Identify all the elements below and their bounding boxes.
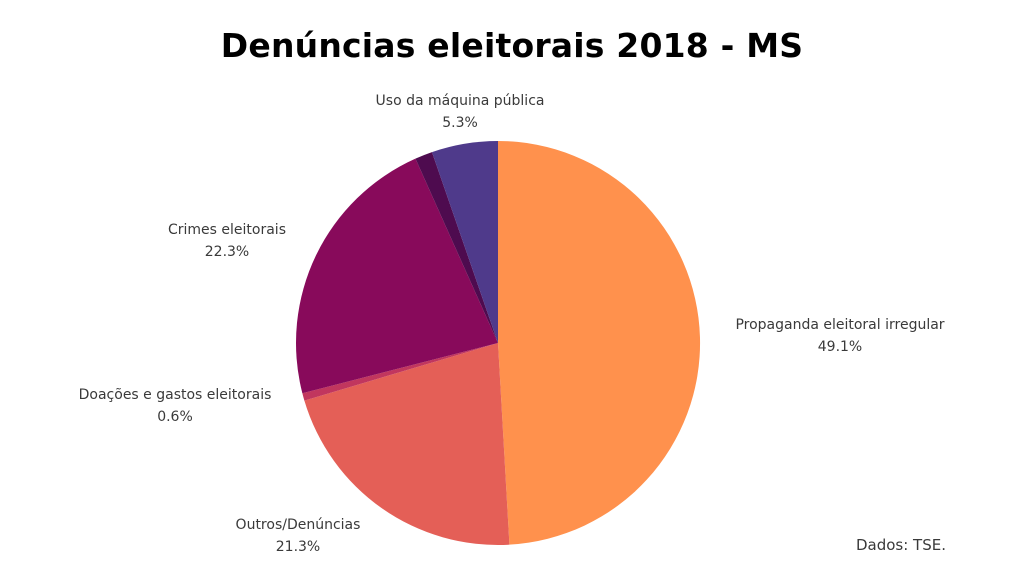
slice-label-uso-maquina: Uso da máquina pública 5.3%	[376, 90, 545, 134]
pie-slice-3	[296, 158, 498, 394]
slice-label-propaganda: Propaganda eleitoral irregular 49.1%	[735, 314, 944, 358]
pie-slice-2	[302, 343, 498, 401]
pie-slice-5	[431, 141, 498, 343]
chart-title: Denúncias eleitorais 2018 - MS	[220, 26, 804, 65]
slice-percent: 0.6%	[157, 409, 193, 425]
slice-name: Uso da máquina pública	[375, 93, 545, 109]
slice-percent: 49.1%	[817, 339, 863, 355]
slice-label-doacoes: Doações e gastos eleitorais 0.6%	[79, 384, 272, 428]
slice-name: Outros/Denúncias	[235, 517, 361, 533]
pie-slice-1	[304, 343, 510, 546]
pie-slice-4	[415, 152, 498, 343]
pie-slice-0	[498, 140, 701, 545]
slice-name: Crimes eleitorais	[168, 222, 286, 238]
slice-name: Doações e gastos eleitorais	[78, 387, 272, 403]
slice-percent: 21.3%	[275, 539, 321, 555]
slice-name: Propaganda eleitoral irregular	[735, 317, 945, 333]
slice-percent: 5.3%	[442, 115, 478, 131]
slice-label-outros: Outros/Denúncias 21.3%	[236, 514, 361, 558]
data-source: Dados: TSE.	[855, 536, 946, 554]
slice-label-crimes: Crimes eleitorais 22.3%	[168, 219, 286, 263]
slice-percent: 22.3%	[204, 244, 250, 260]
